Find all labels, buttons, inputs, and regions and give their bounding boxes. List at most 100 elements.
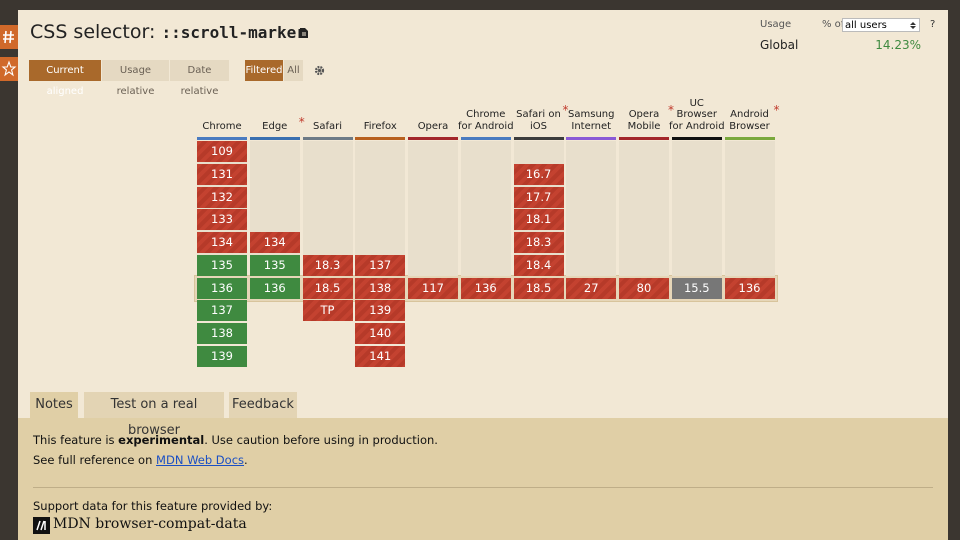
version-cell[interactable]: 132 [197, 186, 247, 208]
browser-underline [408, 137, 458, 140]
version-cell[interactable]: 16.7 [513, 163, 564, 185]
version-cell[interactable]: 138 [355, 277, 406, 299]
version-cell[interactable]: 136 [197, 277, 247, 299]
version-cell[interactable]: 131 [197, 163, 247, 185]
browser-name: Samsung Internet [563, 109, 619, 132]
star-icon[interactable] [0, 57, 18, 81]
note-line-1: This feature is experimental. Use cautio… [33, 433, 438, 447]
version-cell[interactable]: 80 [619, 277, 669, 299]
version-cell[interactable]: 134 [249, 232, 300, 253]
view-mode-button[interactable]: Current aligned [29, 60, 101, 97]
browser-name-text: Safari on iOS [516, 109, 561, 132]
mdn-logo [33, 517, 50, 534]
side-icons [0, 25, 18, 81]
column-background [197, 141, 247, 276]
version-cell[interactable]: 139 [355, 300, 406, 322]
version-cell[interactable]: 136 [249, 277, 300, 299]
percent-of: % of [822, 19, 845, 30]
version-cell[interactable]: 109 [197, 141, 247, 162]
note-line-2: See full reference on MDN Web Docs. [33, 453, 248, 467]
version-cell[interactable]: 138 [197, 323, 247, 344]
version-cell[interactable]: TP [302, 300, 353, 322]
note-marker: * [298, 114, 305, 129]
browser-underline [513, 137, 564, 140]
browser-underline [671, 137, 722, 140]
version-cell[interactable]: 136 [460, 277, 511, 299]
version-cell[interactable]: 134 [197, 232, 247, 253]
version-cell[interactable]: 141 [355, 345, 406, 367]
view-mode-button[interactable]: Usage relative [102, 60, 169, 97]
tab[interactable]: Test on a real browser [84, 392, 224, 438]
browser-underline [249, 137, 300, 140]
help[interactable]: ? [930, 19, 936, 30]
tab[interactable]: Notes [30, 392, 78, 418]
column-background [408, 141, 458, 276]
column-background [566, 141, 617, 276]
browser-underline [619, 137, 669, 140]
version-cell[interactable]: 18.3 [513, 232, 564, 253]
settings-icon[interactable] [314, 65, 325, 76]
browser-underline [724, 137, 775, 140]
version-cell[interactable]: 15.5 [671, 277, 722, 299]
users-select-text: all users [845, 20, 887, 31]
browser-name: Android Browser * [722, 104, 779, 132]
version-cell[interactable]: 18.3 [302, 254, 353, 276]
browser-underline [460, 137, 511, 140]
version-cell[interactable]: 27 [566, 277, 617, 299]
usage-label: Usage [760, 19, 792, 30]
browser-name: Chrome [194, 121, 250, 133]
browser-name-text: Opera Mobile [627, 109, 661, 132]
column-background [513, 141, 564, 276]
column-background [249, 141, 300, 276]
title-text: CSS selector: [30, 21, 156, 43]
credit: Support data for this feature provided b… [33, 499, 273, 513]
version-cell[interactable]: 137 [355, 254, 406, 276]
browser-name-text: UC Browser for Android [668, 97, 725, 132]
version-cell[interactable]: 135 [197, 254, 247, 276]
column-background [355, 141, 406, 276]
version-cell[interactable]: 135 [249, 254, 300, 276]
browser-name: Opera [405, 121, 461, 133]
usage-value: 14.23% [875, 38, 921, 52]
browser-name: UC Browser for Android [669, 98, 725, 133]
column-background [619, 141, 669, 276]
browser-underline [302, 137, 353, 140]
version-cell[interactable]: 137 [197, 300, 247, 322]
link-icon[interactable] [0, 25, 18, 49]
column-background [671, 141, 722, 276]
version-cell[interactable]: 136 [724, 277, 775, 299]
version-cell[interactable]: 18.1 [513, 209, 564, 231]
filter-button[interactable]: Filtered [245, 60, 283, 81]
hash-glyph [3, 30, 14, 44]
version-cell[interactable]: 17.7 [513, 186, 564, 208]
version-cell[interactable]: 18.5 [302, 277, 353, 299]
browser-name-text: Firefox [363, 120, 397, 132]
tab[interactable]: Feedback [229, 392, 297, 418]
star-glyph [1, 60, 17, 77]
note-marker: * [773, 103, 780, 117]
browser-name: Safari [300, 121, 356, 133]
version-cell[interactable]: 133 [197, 209, 247, 231]
note-marker: * [562, 103, 569, 117]
notes-panel: This feature is experimental. Use cautio… [18, 418, 948, 540]
version-cell[interactable]: 117 [408, 277, 458, 299]
view-mode-button[interactable]: Date relative [170, 60, 229, 97]
filter-button[interactable]: All [284, 60, 303, 81]
doc-icon[interactable] [299, 27, 309, 39]
browser-name: Edge * [247, 116, 305, 133]
region: Global [760, 38, 799, 52]
column-background [460, 141, 511, 276]
version-cell[interactable]: 139 [197, 345, 247, 367]
browser-underline [197, 137, 247, 140]
mdn-link[interactable]: MDN Web Docs [156, 453, 245, 467]
users-select[interactable]: all users [842, 18, 920, 32]
version-cell[interactable]: 18.4 [513, 254, 564, 276]
version-cell[interactable]: 140 [355, 323, 406, 344]
title: CSS selector: ::scroll-marker [30, 21, 306, 43]
version-cell[interactable]: 18.5 [513, 277, 564, 299]
note-marker: * [668, 103, 674, 117]
browser-name: Firefox [352, 121, 408, 133]
selector: ::scroll-marker [161, 23, 306, 42]
browser-name-text: Chrome [202, 120, 242, 132]
